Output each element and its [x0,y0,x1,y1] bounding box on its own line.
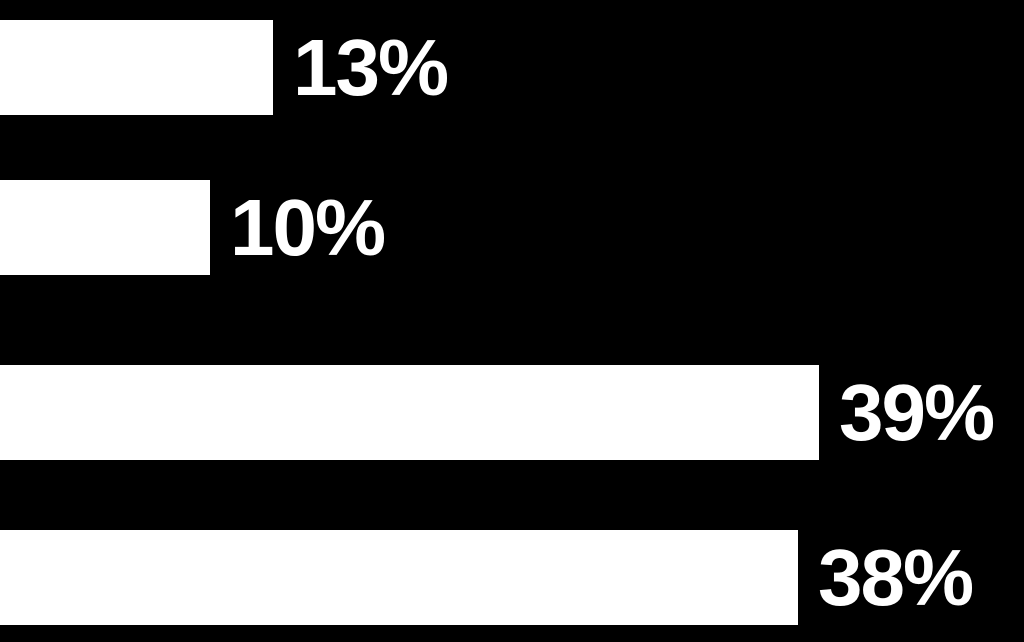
percentage-bar-chart: 13% 10% 39% 38% [0,0,1024,642]
bar-0 [0,20,273,115]
bar-row-2: 39% [0,365,993,460]
bar-1 [0,180,210,275]
bar-2 [0,365,819,460]
bar-label-0: 13% [293,20,447,115]
bar-row-1: 10% [0,180,384,275]
bar-row-0: 13% [0,20,447,115]
bar-label-1: 10% [230,180,384,275]
bar-row-3: 38% [0,530,972,625]
bar-label-3: 38% [818,530,972,625]
bar-3 [0,530,798,625]
bar-label-2: 39% [839,365,993,460]
